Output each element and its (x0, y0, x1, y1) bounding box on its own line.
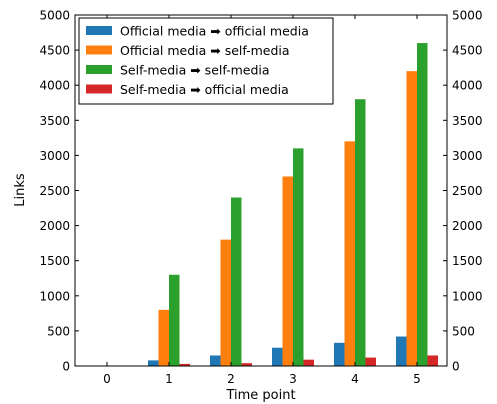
legend-swatch (86, 45, 112, 55)
y-tick-label-right: 1000 (452, 289, 483, 303)
y-tick-label-right: 2000 (452, 219, 483, 233)
y-tick-label: 1500 (39, 254, 70, 268)
legend: Official media ➡ official media Official … (78, 17, 334, 105)
bar (158, 309, 169, 366)
bar (365, 357, 376, 366)
legend-frame (78, 17, 334, 105)
x-tick-label: 3 (289, 372, 297, 386)
y-tick-label: 3500 (39, 114, 70, 128)
x-tick-label: 0 (103, 372, 111, 386)
y-tick-label-right: 4500 (452, 44, 483, 58)
x-tick-label: 1 (165, 372, 173, 386)
bar (272, 347, 283, 366)
y-axis-right: 0 500 1000 1500 2000 2500 3000 3500 4000 4500 5000 (443, 9, 483, 374)
y-tick-label: 3000 (39, 149, 70, 163)
bar (334, 342, 345, 366)
bar (355, 99, 366, 367)
x-axis-label: Time point (225, 388, 295, 403)
bar (210, 355, 221, 366)
bar (169, 274, 180, 366)
x-tick-label: 5 (413, 372, 421, 386)
bar (427, 355, 438, 366)
y-tick-label: 500 (47, 324, 70, 338)
y-axis-left: 0 500 1000 1500 2000 2500 3000 3500 4000 4500 5000 (39, 9, 79, 374)
y-tick-label-right: 1500 (452, 254, 483, 268)
y-tick-label: 4500 (39, 44, 70, 58)
x-tick-label: 2 (227, 372, 235, 386)
bar (344, 141, 355, 366)
bar (417, 43, 428, 367)
bar (406, 71, 417, 366)
y-tick-label: 4000 (39, 79, 70, 93)
bar (396, 336, 407, 366)
y-tick-label-right: 500 (452, 324, 475, 338)
bar (303, 359, 314, 366)
legend-label: Self-media ➡ official media (120, 82, 289, 97)
y-tick-label: 5000 (39, 9, 70, 23)
y-tick-label: 0 (62, 360, 70, 374)
legend-swatch (86, 84, 112, 94)
y-tick-label-right: 4000 (452, 79, 483, 93)
x-tick-label: 4 (351, 372, 359, 386)
y-tick-label-right: 3000 (452, 149, 483, 163)
bar (282, 176, 293, 366)
y-tick-label: 1000 (39, 289, 70, 303)
legend-label: Official media ➡ official media (120, 24, 309, 39)
bar (293, 148, 304, 366)
legend-label: Self-media ➡ self-media (120, 63, 270, 78)
y-tick-label: 2500 (39, 184, 70, 198)
bars-layer (148, 43, 438, 367)
bar (231, 197, 242, 366)
legend-label: Official media ➡ self-media (120, 43, 290, 58)
bar (179, 363, 190, 366)
legend-swatch (86, 65, 112, 74)
legend-swatch (86, 26, 112, 35)
y-tick-label: 2000 (39, 219, 70, 233)
y-axis-label: Links (13, 173, 28, 207)
bar (220, 239, 231, 366)
y-tick-label-right: 2500 (452, 184, 483, 198)
bar (241, 363, 252, 366)
y-tick-label-right: 3500 (452, 114, 483, 128)
y-tick-label-right: 5000 (452, 9, 483, 23)
y-tick-label-right: 0 (452, 360, 460, 374)
bar (148, 360, 159, 366)
